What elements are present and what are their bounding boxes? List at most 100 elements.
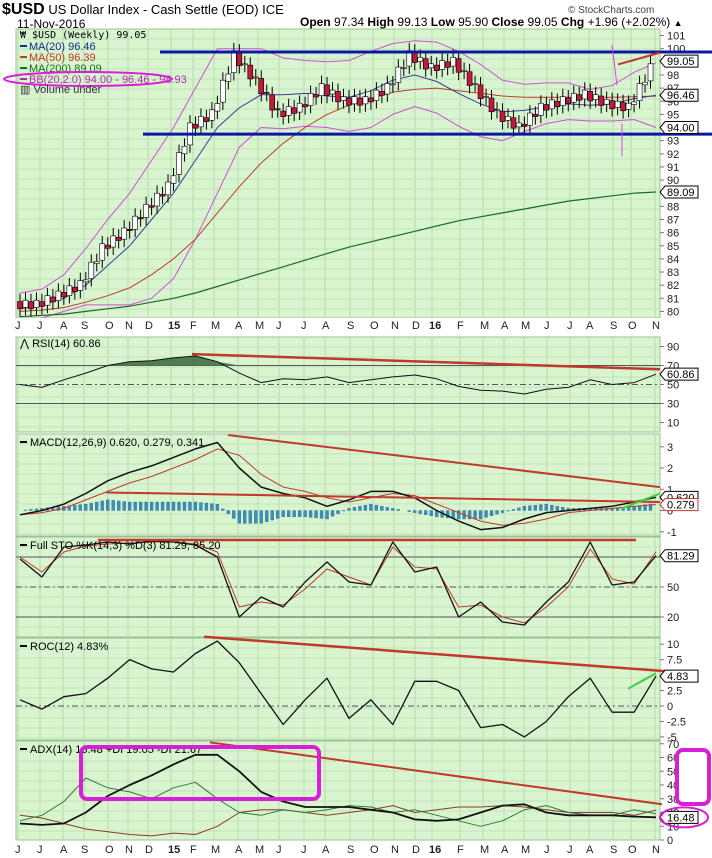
candle (400, 67, 407, 69)
candle (642, 81, 648, 86)
macd-histogram-bar (544, 503, 548, 511)
last-value-tag: 99.05 (659, 54, 699, 68)
macd-line (19, 441, 657, 531)
macd-histogram-bar (292, 510, 296, 518)
last-value-tag: 60.86 (659, 367, 699, 381)
svg-text:Full STO %K(14,3) %D(3) 81.29,: Full STO %K(14,3) %D(3) 81.29, 85.20 (30, 540, 221, 552)
candle (554, 100, 561, 108)
macd-histogram-bar (67, 505, 71, 511)
x-tick-label: N (652, 320, 660, 332)
macd-histogram-bar (550, 505, 554, 511)
x-tick-label: S (81, 844, 88, 856)
macd-histogram-bar (138, 501, 143, 511)
macd-histogram-bar (73, 505, 77, 511)
x-tick-label: A (586, 844, 594, 856)
macd-histogram-bar (539, 504, 543, 511)
macd-histogram-bar (160, 501, 165, 511)
candle (614, 100, 621, 108)
legend-ma50: MA(50) 96.39 (29, 52, 96, 64)
macd-histogram-bar (303, 510, 307, 518)
candle (439, 60, 445, 70)
candle (181, 145, 188, 155)
svg-text:96.46: 96.46 (667, 90, 695, 102)
y-tick-label: 0 (667, 835, 673, 847)
svg-text:16.48: 16.48 (667, 812, 695, 824)
macd-histogram-bar (325, 510, 329, 520)
y-tick-label: 83 (667, 267, 679, 279)
y-tick-label: -5 (667, 732, 677, 744)
candle (488, 97, 495, 113)
macd-histogram-bar (648, 503, 653, 511)
macd-histogram-bar (446, 510, 450, 519)
x-tick-label: F (457, 844, 464, 856)
candle (88, 261, 95, 279)
candle (362, 96, 369, 105)
legend-price: ₩ $USD (Weekly) 99.05 (20, 30, 146, 41)
trendline (203, 635, 669, 673)
macd-histogram-bar (561, 507, 565, 511)
candle (17, 301, 23, 310)
macd-histogram-bar (204, 502, 209, 511)
macd-histogram-bar (456, 510, 461, 520)
candle (329, 89, 336, 95)
x-tick-label: S (347, 844, 354, 856)
rsi-legend: ⋀ RSI(14) 60.86 (19, 338, 101, 350)
candle (318, 83, 325, 96)
price-panel: 1011009998979695949392919089888786858483… (3, 28, 712, 326)
candle (417, 56, 424, 62)
exchange: ICE (262, 2, 284, 17)
candle (461, 70, 467, 72)
x-tick-label: N (125, 320, 133, 332)
x-tick-label: O (370, 320, 379, 332)
trendline-green (621, 492, 661, 510)
candle (220, 79, 226, 103)
macd-histogram-bar (106, 499, 110, 511)
symbol: $USD (2, 1, 45, 18)
x-tick-label: D (412, 320, 420, 332)
candle (335, 91, 341, 103)
candle (483, 96, 489, 98)
candle (225, 73, 232, 82)
candle (384, 83, 391, 95)
x-tick-label: J (276, 320, 282, 332)
y-tick-label: 90 (667, 175, 679, 187)
x-tick-label: N (391, 320, 399, 332)
macd-histogram-bar (528, 505, 532, 511)
arrow-down-icon (611, 44, 618, 86)
candle (559, 96, 566, 106)
y-tick-label: 95 (667, 109, 679, 121)
last-value-tag: 94.00 (659, 121, 699, 135)
candle (110, 235, 117, 248)
last-value-tag: 81.29 (659, 549, 699, 563)
macd-signal-line (19, 448, 657, 526)
macd-histogram-bar (276, 510, 280, 519)
candle (581, 89, 588, 100)
macd-histogram-bar (396, 509, 400, 511)
macd-histogram-bar (122, 501, 126, 511)
x-tick-label: O (370, 844, 379, 856)
macd-histogram-bar (221, 508, 225, 511)
last-value-tag: 96.46 (659, 88, 699, 102)
candle (324, 84, 330, 96)
macd-histogram-bar (522, 506, 527, 511)
y-tick-label: -1 (667, 527, 677, 539)
macd-histogram-bar (243, 510, 247, 524)
macd-histogram-bar (489, 510, 494, 516)
x-axis-bottom: J J A S O N D 15 F M A M J J A S O N D 16 F M A M J J A S O N (15, 842, 660, 856)
macd-histogram-bar (171, 501, 176, 511)
bb-highlight-ellipse (3, 71, 173, 87)
candle (543, 104, 550, 111)
instrument-name: US Dollar Index - Cash Settle (EOD) (48, 2, 259, 17)
macd-histogram-bar (111, 500, 115, 511)
candle (274, 108, 281, 111)
x-axis-price: J J A S O N D 15 F M A M J J A S O N D 16 F M A M J J A S O N (15, 318, 660, 332)
candle (587, 91, 594, 102)
copyright[interactable]: © StockCharts.com (568, 5, 655, 16)
macd-histogram-bar (391, 508, 395, 511)
macd-histogram-bar (319, 510, 324, 519)
candle (126, 229, 133, 231)
y-tick-label: 2 (667, 463, 673, 475)
y-tick-label: 81 (667, 293, 679, 305)
candle (368, 97, 374, 103)
macd-histogram-bar (297, 510, 302, 518)
